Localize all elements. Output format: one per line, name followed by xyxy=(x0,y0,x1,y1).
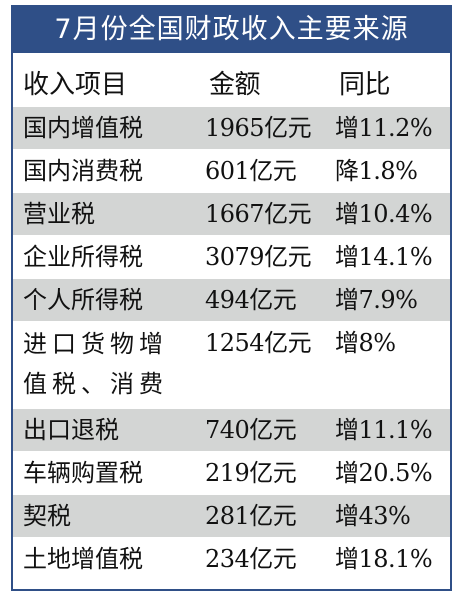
row-change: 增7.9% xyxy=(335,286,418,314)
row-change: 增10.4% xyxy=(335,200,433,228)
table-row: 进口货物增值税、消费税 1254亿元 增8% xyxy=(13,322,450,438)
row-change: 增14.1% xyxy=(335,243,433,271)
table-row: 营业税 1667亿元 增10.4% xyxy=(13,193,450,235)
row-item: 营业税 xyxy=(23,200,95,228)
header-item: 收入项目 xyxy=(23,70,128,100)
row-item: 契税 xyxy=(23,502,71,530)
row-change: 增18.1% xyxy=(335,545,433,573)
row-change: 增43% xyxy=(335,502,411,530)
table-row: 国内消费税 601亿元 降1.8% xyxy=(13,150,450,192)
row-item: 国内增值税 xyxy=(23,114,143,142)
header-amount: 金额 xyxy=(209,70,261,100)
revenue-table: 7月份全国财政收入主要来源 收入项目 金额 同比 国内增值税 1965亿元 增1… xyxy=(11,5,452,591)
row-item: 企业所得税 xyxy=(23,243,143,271)
row-amount: 3079亿元 xyxy=(205,243,312,271)
table-row: 车辆购置税 219亿元 增20.5% xyxy=(13,452,450,494)
table-row: 契税 281亿元 增43% xyxy=(13,495,450,537)
row-change: 降1.8% xyxy=(335,157,418,185)
table-row: 出口退税 740亿元 增11.1% xyxy=(13,409,450,451)
row-change: 增11.1% xyxy=(335,416,433,444)
table-row: 国内增值税 1965亿元 增11.2% xyxy=(13,107,450,149)
row-amount: 1254亿元 xyxy=(205,329,312,357)
row-amount: 494亿元 xyxy=(205,286,297,314)
row-change: 增20.5% xyxy=(335,459,433,487)
row-amount: 1965亿元 xyxy=(205,114,312,142)
table-row: 企业所得税 3079亿元 增14.1% xyxy=(13,236,450,278)
row-amount: 740亿元 xyxy=(205,416,297,444)
table-row: 土地增值税 234亿元 增18.1% xyxy=(13,538,450,580)
row-amount: 219亿元 xyxy=(205,459,297,487)
row-amount: 1667亿元 xyxy=(205,200,312,228)
table-row: 个人所得税 494亿元 增7.9% xyxy=(13,279,450,321)
row-change: 增8% xyxy=(335,329,396,357)
header-change: 同比 xyxy=(339,70,391,100)
row-amount: 234亿元 xyxy=(205,545,297,573)
row-amount: 281亿元 xyxy=(205,502,297,530)
row-item: 出口退税 xyxy=(23,416,119,444)
header-row: 收入项目 金额 同比 xyxy=(13,65,450,105)
row-amount: 601亿元 xyxy=(205,157,297,185)
row-change: 增11.2% xyxy=(335,114,433,142)
row-item: 进口货物增值税、消费税 xyxy=(23,330,168,438)
row-item: 国内消费税 xyxy=(23,157,143,185)
table-title: 7月份全国财政收入主要来源 xyxy=(13,7,450,53)
row-item: 个人所得税 xyxy=(23,286,143,314)
row-item: 土地增值税 xyxy=(23,545,143,573)
row-item: 车辆购置税 xyxy=(23,459,143,487)
